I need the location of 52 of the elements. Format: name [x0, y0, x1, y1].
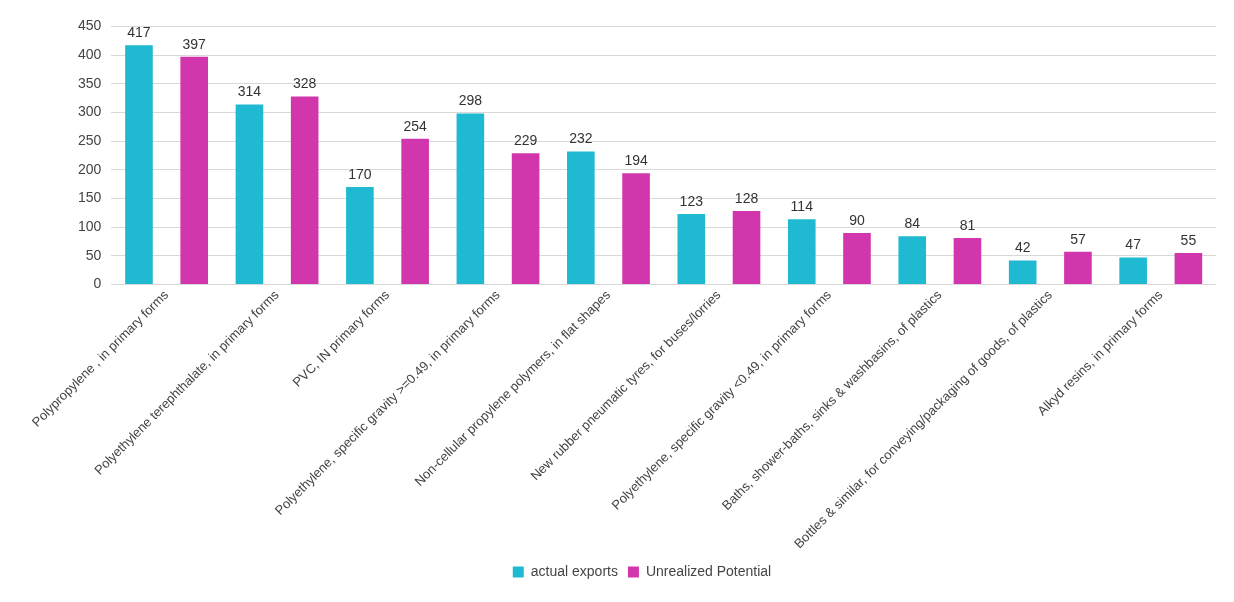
- data-label: 42: [1014, 239, 1031, 256]
- data-label: 84: [904, 215, 921, 232]
- data-label: 114: [790, 198, 814, 214]
- y-tick-label: 400: [78, 45, 102, 62]
- bar: [180, 56, 209, 285]
- data-label: 55: [1180, 231, 1197, 248]
- bar: [235, 104, 264, 285]
- y-tick-label: 50: [85, 246, 102, 263]
- data-label: 314: [237, 83, 262, 100]
- data-label: 229: [513, 132, 538, 149]
- bar: [125, 45, 153, 285]
- y-tick-label: 250: [78, 131, 102, 148]
- data-label: 81: [959, 216, 976, 233]
- bar: [1064, 251, 1092, 285]
- data-label: 232: [569, 130, 593, 147]
- data-label: 254: [403, 117, 428, 134]
- bar: [953, 238, 982, 285]
- legend-label: Unrealized Potential: [645, 562, 772, 579]
- y-tick-label: 300: [78, 103, 102, 120]
- legend-label: actual exports: [530, 562, 618, 579]
- data-label: 170: [348, 165, 372, 182]
- data-label: 417: [127, 24, 151, 41]
- y-tick-label: 0: [93, 275, 102, 292]
- y-tick-label: 100: [78, 218, 102, 235]
- bar: [456, 113, 485, 285]
- bar: [622, 173, 650, 285]
- bar: [1119, 257, 1147, 285]
- data-label: 397: [182, 35, 207, 52]
- bar: [290, 96, 319, 285]
- data-label: 47: [1125, 236, 1142, 253]
- bar: [346, 187, 374, 285]
- bar: [567, 151, 595, 285]
- data-label: 90: [849, 211, 865, 228]
- data-label: 194: [624, 152, 648, 169]
- data-label: 123: [679, 192, 704, 209]
- bar: [677, 213, 706, 285]
- y-tick-label: 200: [78, 160, 102, 177]
- data-label: 328: [292, 75, 317, 92]
- y-tick-label: 450: [78, 17, 102, 34]
- bar: [401, 138, 429, 285]
- bar: [732, 211, 761, 285]
- bar: [511, 153, 540, 285]
- bar: [1174, 252, 1203, 285]
- y-tick-label: 150: [78, 189, 102, 206]
- bar: [843, 232, 871, 285]
- y-tick-label: 350: [78, 74, 102, 91]
- bar: [898, 236, 927, 285]
- bar: [787, 219, 816, 285]
- data-label: 128: [734, 189, 759, 206]
- data-label: 57: [1070, 230, 1086, 247]
- bar: [1008, 260, 1037, 285]
- data-label: 298: [458, 92, 483, 109]
